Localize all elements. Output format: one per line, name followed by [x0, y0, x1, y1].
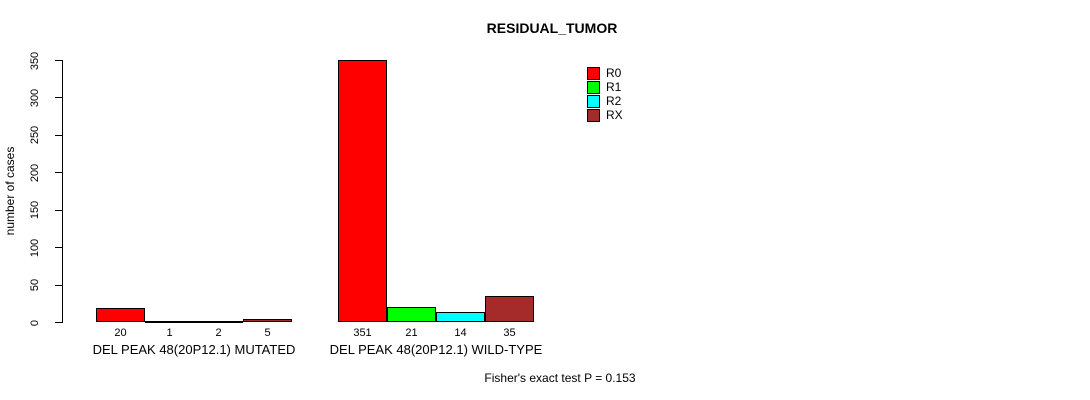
legend-row-r1: R1 — [587, 80, 623, 94]
y-tick-label: 50 — [29, 278, 41, 292]
bar-rx-group2 — [485, 296, 534, 323]
legend-row-rx: RX — [587, 108, 623, 122]
bar-value-label: 21 — [405, 327, 418, 339]
bar-value-label: 14 — [454, 327, 467, 339]
y-tick-label: 300 — [29, 88, 41, 108]
bar-rx-group1 — [243, 318, 292, 323]
y-tick-label: 350 — [29, 51, 41, 70]
bar-value-label: 20 — [114, 327, 127, 339]
bar-r0-group1 — [96, 307, 145, 323]
y-tick-label: 150 — [29, 201, 41, 220]
y-tick-mark — [55, 134, 62, 136]
y-tick-label: 200 — [29, 163, 41, 182]
legend-swatch-rx — [587, 108, 600, 122]
y-tick-mark — [55, 284, 62, 286]
y-tick-mark — [55, 209, 62, 211]
bar-r2-group2 — [436, 312, 485, 323]
y-tick-label: 100 — [29, 238, 41, 257]
bar-r1-group1 — [145, 321, 194, 323]
legend-row-r2: R2 — [587, 94, 623, 108]
bar-value-label: 5 — [264, 327, 271, 339]
legend-label-rx: RX — [606, 108, 623, 122]
legend-label-r1: R1 — [606, 80, 622, 94]
legend-row-r0: R0 — [587, 66, 623, 80]
bar-value-label: 35 — [503, 327, 516, 339]
y-tick-mark — [55, 247, 62, 249]
legend: R0 R1 R2 RX — [587, 66, 623, 122]
legend-swatch-r2 — [587, 94, 600, 108]
legend-swatch-r1 — [587, 80, 600, 94]
y-tick-label: 0 — [29, 319, 41, 326]
category-label-group2: DEL PEAK 48(20P12.1) WILD-TYPE — [329, 342, 543, 357]
bar-value-label: 2 — [215, 327, 222, 339]
bar-value-label: 1 — [166, 327, 173, 339]
bar-value-label: 351 — [353, 327, 372, 339]
y-axis-label: number of cases — [3, 146, 17, 236]
y-tick-label: 250 — [29, 126, 41, 145]
bar-r2-group1 — [194, 321, 243, 323]
bar-r0-group2 — [338, 59, 387, 323]
y-tick-mark — [55, 97, 62, 99]
stat-test-footer: Fisher's exact test P = 0.153 — [484, 371, 636, 385]
y-axis-line — [62, 60, 63, 323]
legend-swatch-r0 — [587, 66, 600, 80]
y-tick-mark — [55, 60, 62, 61]
legend-label-r2: R2 — [606, 94, 622, 108]
y-tick-mark — [55, 172, 62, 174]
category-label-group1: DEL PEAK 48(20P12.1) MUTATED — [92, 342, 296, 357]
y-tick-mark — [55, 322, 62, 323]
chart-title: RESIDUAL_TUMOR — [486, 20, 618, 36]
legend-label-r0: R0 — [606, 66, 622, 80]
bar-r1-group2 — [387, 306, 436, 323]
